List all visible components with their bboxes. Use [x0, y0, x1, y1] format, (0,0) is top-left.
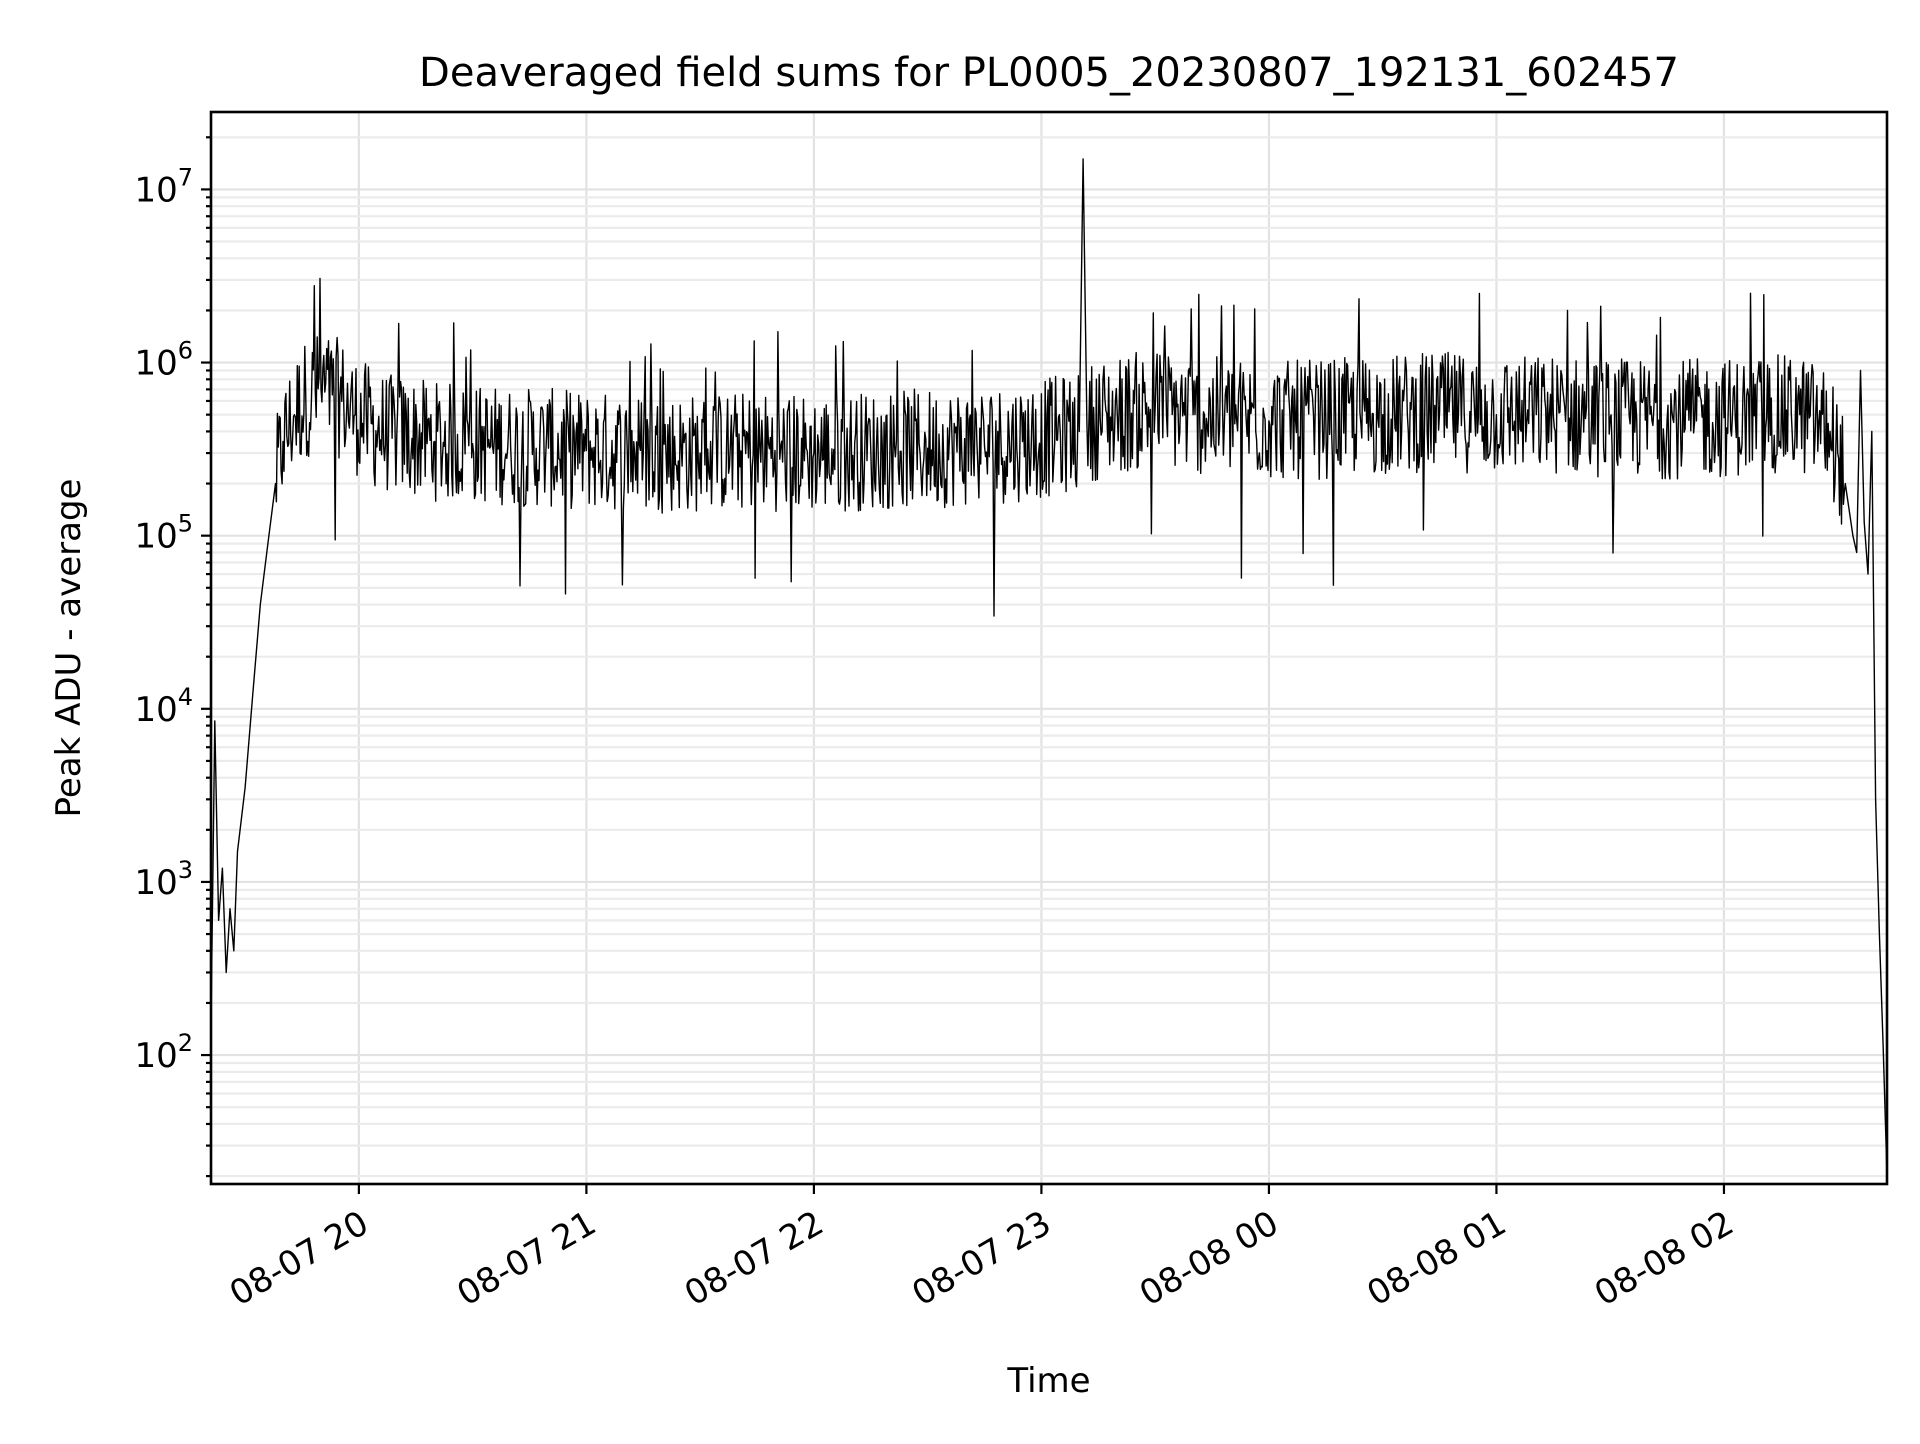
grid [211, 112, 1887, 1184]
y-tick-label: 107 [134, 163, 193, 210]
y-tick-label: 104 [134, 683, 193, 730]
y-tick-label: 106 [134, 337, 193, 384]
chart-title: Deaveraged field sums for PL0005_2023080… [419, 50, 1679, 96]
y-tick-label: 103 [134, 856, 193, 903]
data-series-line [210, 158, 1888, 1177]
y-tick-label: 102 [134, 1029, 193, 1076]
series-layer [210, 158, 1888, 1177]
y-axis-label: Peak ADU - average [49, 479, 89, 818]
y-tick-label: 105 [134, 510, 193, 557]
plot-frame [209, 110, 1889, 1186]
x-axis-label: Time [1006, 1361, 1090, 1401]
